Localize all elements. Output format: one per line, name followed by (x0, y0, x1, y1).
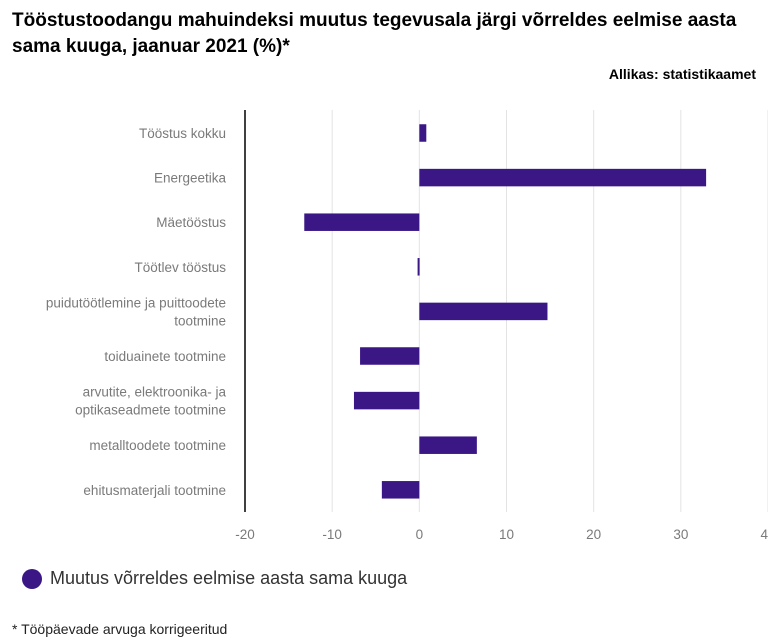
category-label: arvutite, elektroonika- ja optikaseadmete… (75, 385, 226, 418)
bar-chart: -20 -10 0 10 20 30 40 Tööstus kokku Energeetika M… (46, 110, 768, 542)
category-label: metalltoodete tootmine (89, 438, 226, 453)
x-tick-label: 0 (416, 527, 424, 542)
x-tick-label: 40 (760, 527, 768, 542)
category-label: ehitusmaterjali tootmine (83, 483, 226, 498)
legend: Muutus võrreldes eelmise aasta sama kuug… (22, 568, 407, 589)
category-label-line: tootmine (174, 313, 226, 328)
bar (419, 124, 427, 142)
x-tick-label: 30 (673, 527, 688, 542)
category-label: Energeetika (154, 171, 227, 186)
source-label: Allikas: statistikaamet (608, 66, 756, 82)
category-label-line: puidutöötlemine ja puittoodete (46, 295, 226, 310)
bar (360, 347, 420, 365)
bar (381, 481, 420, 499)
x-tick-label: 10 (499, 527, 514, 542)
footnote: * Tööpäevade arvuga korrigeeritud (12, 621, 228, 637)
category-label: Töötlev tööstus (134, 260, 226, 275)
x-tick-label: 20 (586, 527, 601, 542)
category-label-line: optikaseadmete tootmine (75, 403, 226, 418)
bar (353, 391, 420, 410)
bar (419, 436, 477, 454)
category-label: Mäetööstus (156, 215, 226, 230)
category-label-line: arvutite, elektroonika- ja (83, 385, 227, 400)
bar (419, 168, 707, 187)
x-tick-label: -20 (235, 527, 255, 542)
bar (417, 258, 420, 276)
legend-label: Muutus võrreldes eelmise aasta sama kuug… (50, 568, 408, 588)
legend-swatch (22, 568, 42, 589)
bar (304, 213, 420, 231)
category-label: puidutöötlemine ja puittoodete tootmine (46, 295, 226, 328)
x-tick-label: -10 (322, 527, 342, 542)
chart-title: Tööstustoodangu mahuindeksi muutus tegev… (12, 10, 737, 57)
category-label: Tööstus kokku (139, 126, 226, 141)
category-label: toiduainete tootmine (104, 349, 226, 364)
bar (419, 302, 548, 321)
